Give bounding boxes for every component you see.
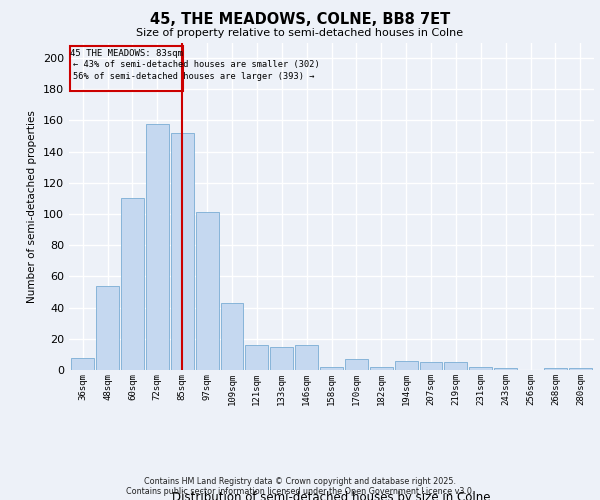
Bar — [121, 198, 144, 370]
Bar — [370, 367, 393, 370]
Bar — [245, 345, 268, 370]
Text: 45, THE MEADOWS, COLNE, BB8 7ET: 45, THE MEADOWS, COLNE, BB8 7ET — [150, 12, 450, 28]
Bar — [395, 360, 418, 370]
Bar — [71, 358, 94, 370]
Bar — [469, 367, 492, 370]
Text: Contains HM Land Registry data © Crown copyright and database right 2025.
Contai: Contains HM Land Registry data © Crown c… — [126, 476, 474, 496]
Text: 56% of semi-detached houses are larger (393) →: 56% of semi-detached houses are larger (… — [73, 72, 314, 81]
X-axis label: Distribution of semi-detached houses by size in Colne: Distribution of semi-detached houses by … — [172, 491, 491, 500]
Bar — [544, 368, 567, 370]
Bar — [146, 124, 169, 370]
Bar — [445, 362, 467, 370]
Bar — [96, 286, 119, 370]
Text: 45 THE MEADOWS: 83sqm: 45 THE MEADOWS: 83sqm — [70, 48, 182, 58]
Bar — [196, 212, 218, 370]
Bar — [345, 359, 368, 370]
Bar — [494, 368, 517, 370]
Bar — [419, 362, 442, 370]
Bar — [70, 46, 183, 91]
Bar — [270, 346, 293, 370]
Bar — [320, 367, 343, 370]
Text: Size of property relative to semi-detached houses in Colne: Size of property relative to semi-detach… — [136, 28, 464, 38]
Bar — [295, 345, 318, 370]
Text: ← 43% of semi-detached houses are smaller (302): ← 43% of semi-detached houses are smalle… — [73, 60, 319, 68]
Bar — [221, 303, 244, 370]
Bar — [171, 133, 194, 370]
Y-axis label: Number of semi-detached properties: Number of semi-detached properties — [28, 110, 37, 302]
Bar — [569, 368, 592, 370]
